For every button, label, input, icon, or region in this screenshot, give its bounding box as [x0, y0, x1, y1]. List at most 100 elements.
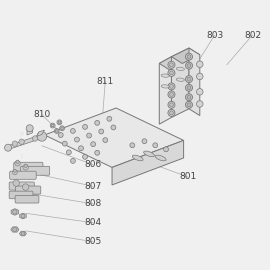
Circle shape: [66, 150, 71, 155]
Ellipse shape: [161, 85, 169, 88]
Text: 804: 804: [85, 218, 102, 227]
Text: 811: 811: [97, 76, 114, 86]
Text: 808: 808: [85, 199, 102, 208]
Circle shape: [111, 125, 116, 130]
Circle shape: [197, 101, 203, 107]
Circle shape: [187, 86, 191, 90]
Circle shape: [13, 210, 17, 214]
Circle shape: [60, 126, 65, 131]
Circle shape: [168, 91, 175, 98]
Circle shape: [197, 61, 203, 68]
Circle shape: [142, 139, 147, 144]
Polygon shape: [112, 140, 184, 185]
Circle shape: [37, 131, 47, 141]
Circle shape: [187, 103, 191, 107]
Circle shape: [58, 121, 61, 124]
Text: I: I: [21, 154, 23, 160]
Circle shape: [55, 130, 58, 132]
Circle shape: [75, 137, 79, 142]
Circle shape: [197, 73, 203, 80]
Text: 806: 806: [85, 160, 102, 169]
Circle shape: [83, 124, 87, 129]
Text: N: N: [19, 197, 24, 203]
Circle shape: [70, 129, 75, 133]
Circle shape: [79, 146, 83, 151]
Circle shape: [12, 141, 18, 146]
Circle shape: [54, 129, 59, 133]
Circle shape: [130, 143, 135, 148]
Circle shape: [170, 93, 173, 96]
Circle shape: [170, 71, 173, 75]
Circle shape: [26, 125, 33, 132]
Circle shape: [51, 124, 54, 127]
Circle shape: [5, 144, 12, 151]
Circle shape: [50, 123, 55, 128]
Circle shape: [187, 95, 191, 99]
FancyBboxPatch shape: [14, 162, 43, 171]
Circle shape: [170, 85, 173, 88]
Circle shape: [170, 103, 173, 107]
Circle shape: [168, 61, 175, 68]
Circle shape: [24, 164, 27, 167]
Text: 810: 810: [33, 110, 50, 119]
Text: N: N: [19, 175, 24, 181]
Text: 803: 803: [206, 31, 223, 40]
Circle shape: [13, 180, 19, 186]
Text: P: P: [19, 132, 24, 138]
Circle shape: [185, 62, 193, 69]
Circle shape: [87, 133, 92, 138]
Polygon shape: [27, 128, 32, 135]
Text: 805: 805: [85, 237, 102, 246]
FancyBboxPatch shape: [16, 186, 41, 194]
Ellipse shape: [132, 155, 143, 161]
Circle shape: [185, 84, 193, 91]
Circle shape: [12, 170, 17, 175]
Circle shape: [185, 76, 193, 83]
Polygon shape: [159, 57, 171, 124]
Circle shape: [21, 214, 25, 218]
Circle shape: [185, 94, 193, 101]
FancyBboxPatch shape: [10, 171, 36, 179]
Circle shape: [168, 83, 175, 90]
FancyBboxPatch shape: [21, 166, 50, 175]
Circle shape: [57, 120, 62, 125]
Ellipse shape: [161, 74, 169, 77]
Polygon shape: [159, 57, 182, 70]
Circle shape: [187, 64, 191, 68]
Circle shape: [185, 101, 193, 108]
Circle shape: [99, 129, 104, 134]
Circle shape: [16, 160, 19, 163]
Circle shape: [164, 147, 168, 152]
Circle shape: [91, 142, 96, 147]
Polygon shape: [8, 134, 42, 150]
Ellipse shape: [144, 151, 154, 157]
Text: 802: 802: [244, 31, 261, 40]
Circle shape: [19, 139, 24, 144]
Circle shape: [95, 120, 100, 125]
Circle shape: [103, 138, 108, 143]
Text: 801: 801: [179, 172, 196, 181]
Circle shape: [83, 154, 87, 159]
Circle shape: [153, 143, 158, 148]
Circle shape: [168, 69, 175, 76]
Text: 807: 807: [85, 182, 102, 191]
FancyBboxPatch shape: [9, 191, 33, 199]
Circle shape: [187, 55, 191, 59]
Circle shape: [21, 232, 25, 235]
Circle shape: [197, 89, 203, 95]
Circle shape: [170, 63, 173, 67]
Circle shape: [168, 101, 175, 108]
Ellipse shape: [176, 78, 184, 81]
Circle shape: [95, 150, 100, 155]
Polygon shape: [171, 48, 200, 63]
Polygon shape: [11, 227, 19, 232]
Polygon shape: [20, 213, 26, 219]
Polygon shape: [11, 209, 19, 215]
Circle shape: [185, 53, 193, 60]
Circle shape: [187, 77, 191, 81]
Circle shape: [170, 111, 173, 115]
Circle shape: [62, 141, 67, 146]
Polygon shape: [171, 48, 189, 117]
Circle shape: [22, 184, 29, 190]
Polygon shape: [36, 130, 45, 136]
